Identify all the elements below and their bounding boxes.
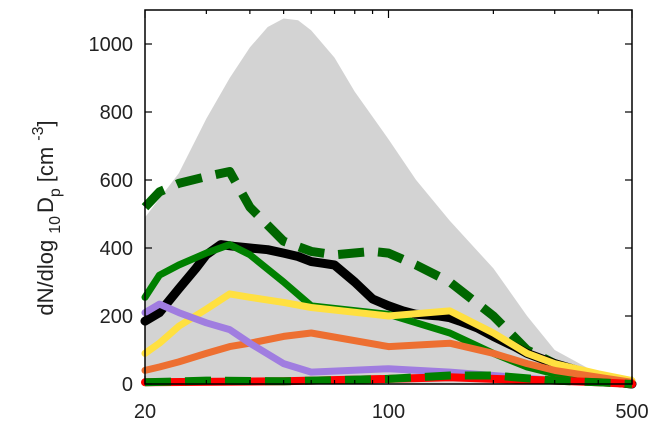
y-axis-title-main: dN/dlog [33,240,58,316]
x-tick-label: 100 [372,401,405,423]
y-axis-title-unit-close: ] [33,120,58,126]
y-tick-label: 200 [100,306,133,328]
x-tick-label: 500 [615,401,648,423]
y-tick-label: 400 [100,238,133,260]
series-line-5 [141,329,636,386]
y-axis-title-sup: -3 [30,126,47,140]
y-tick-label: 800 [100,102,133,124]
series-layer [140,167,637,389]
spectra-envelope [145,18,632,384]
series-line-8 [144,371,633,388]
envelope-layer [145,18,632,384]
y-axis-title-mid: D [33,197,58,213]
y-axis-title-sub1: 10 [47,216,64,234]
y-tick-label: 1000 [89,34,134,56]
ticks-layer: 0 200 400 600 800 1000 20 100 500 [89,10,649,423]
series-line-1 [141,167,633,389]
y-axis-title-sub2: p [47,188,64,197]
y-tick-label: 0 [122,374,133,396]
series-line-4 [141,290,636,385]
x-tick-label: 20 [134,401,156,423]
y-axis-title: dN/dlog 10 Dp [cm -3] [30,120,64,315]
y-tick-label: 600 [100,170,133,192]
y-axis-title-unit-open: [cm [33,147,58,182]
